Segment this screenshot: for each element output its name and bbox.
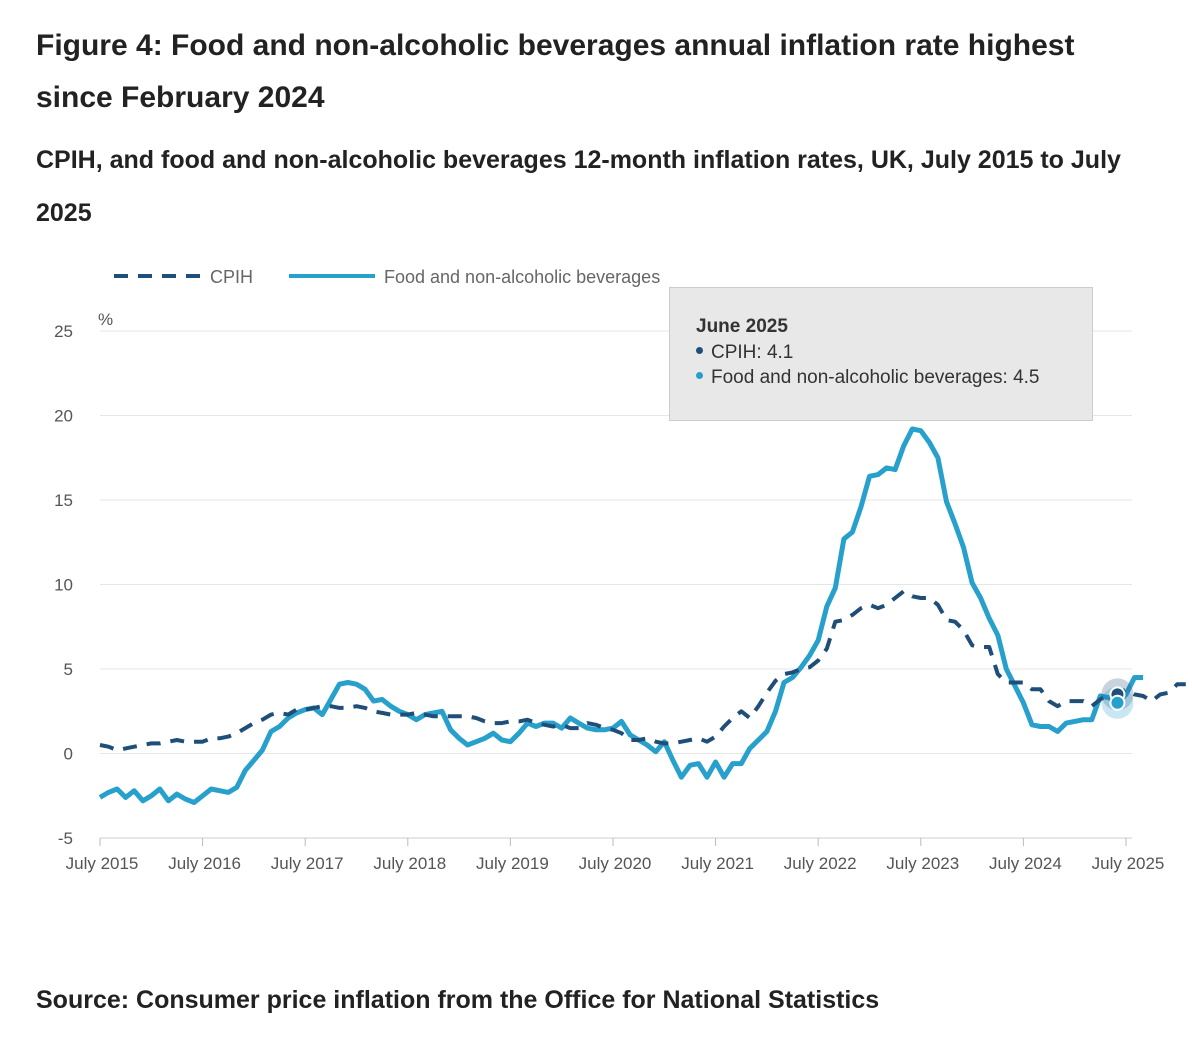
y-tick-label: 15 xyxy=(54,491,73,510)
series-line-cpih[interactable] xyxy=(99,589,1186,753)
x-tick-label: July 2020 xyxy=(579,854,652,873)
x-tick-label: July 2024 xyxy=(989,854,1062,873)
tooltip-dot-food-icon xyxy=(696,372,703,380)
tooltip-row-food: Food and non-alcoholic beverages: 4.5 xyxy=(696,367,1092,389)
legend-label-food: Food and non-alcoholic beverages xyxy=(384,267,660,287)
chart-subtitle: CPIH, and food and non-alcoholic beverag… xyxy=(36,146,1121,227)
y-tick-label: 5 xyxy=(64,660,73,679)
x-tick-label: July 2015 xyxy=(66,854,139,873)
line-chart[interactable]: 25 20 15 10 5 0 -5 July 2015 July 2016 July 2017 J… xyxy=(0,0,1192,960)
y-axis-unit-label: % xyxy=(98,310,113,329)
chart-source: Source: Consumer price inflation from th… xyxy=(36,986,880,1014)
x-tick-label: July 2021 xyxy=(681,854,754,873)
x-tick-label: July 2022 xyxy=(784,854,857,873)
x-tick-label: July 2017 xyxy=(271,854,344,873)
y-tick-label: 20 xyxy=(54,407,73,426)
x-tick-label: July 2025 xyxy=(1092,854,1165,873)
x-tick-label: July 2019 xyxy=(476,854,549,873)
y-tick-label: 25 xyxy=(54,322,73,341)
x-tick-label: July 2016 xyxy=(168,854,241,873)
tooltip-title: June 2025 xyxy=(696,316,788,337)
tooltip-value-food: Food and non-alcoholic beverages: 4.5 xyxy=(711,367,1040,388)
tooltip-value-cpih: CPIH: 4.1 xyxy=(711,342,794,363)
legend-label-cpih: CPIH xyxy=(210,267,253,287)
series-line-food[interactable] xyxy=(98,426,1144,805)
series-lines xyxy=(98,426,1186,805)
data-tooltip: June 2025 CPIH: 4.1 Food and non-alcohol… xyxy=(669,287,1093,421)
tooltip-dot-cpih-icon xyxy=(696,347,703,355)
x-tick-label: July 2018 xyxy=(373,854,446,873)
hover-point-food[interactable] xyxy=(1109,694,1126,711)
tooltip-row-cpih: CPIH: 4.1 xyxy=(696,342,1092,364)
x-tick-label: July 2023 xyxy=(886,854,959,873)
hover-markers xyxy=(1101,678,1134,719)
y-tick-label: 0 xyxy=(64,745,73,764)
y-tick-label: -5 xyxy=(58,829,73,848)
legend: CPIH Food and non-alcoholic beverages xyxy=(114,267,660,287)
axes: 25 20 15 10 5 0 -5 July 2015 July 2016 July 2017 J… xyxy=(54,322,1164,873)
y-tick-label: 10 xyxy=(54,576,73,595)
chart-title: Figure 4: Food and non-alcoholic beverag… xyxy=(36,29,1075,114)
